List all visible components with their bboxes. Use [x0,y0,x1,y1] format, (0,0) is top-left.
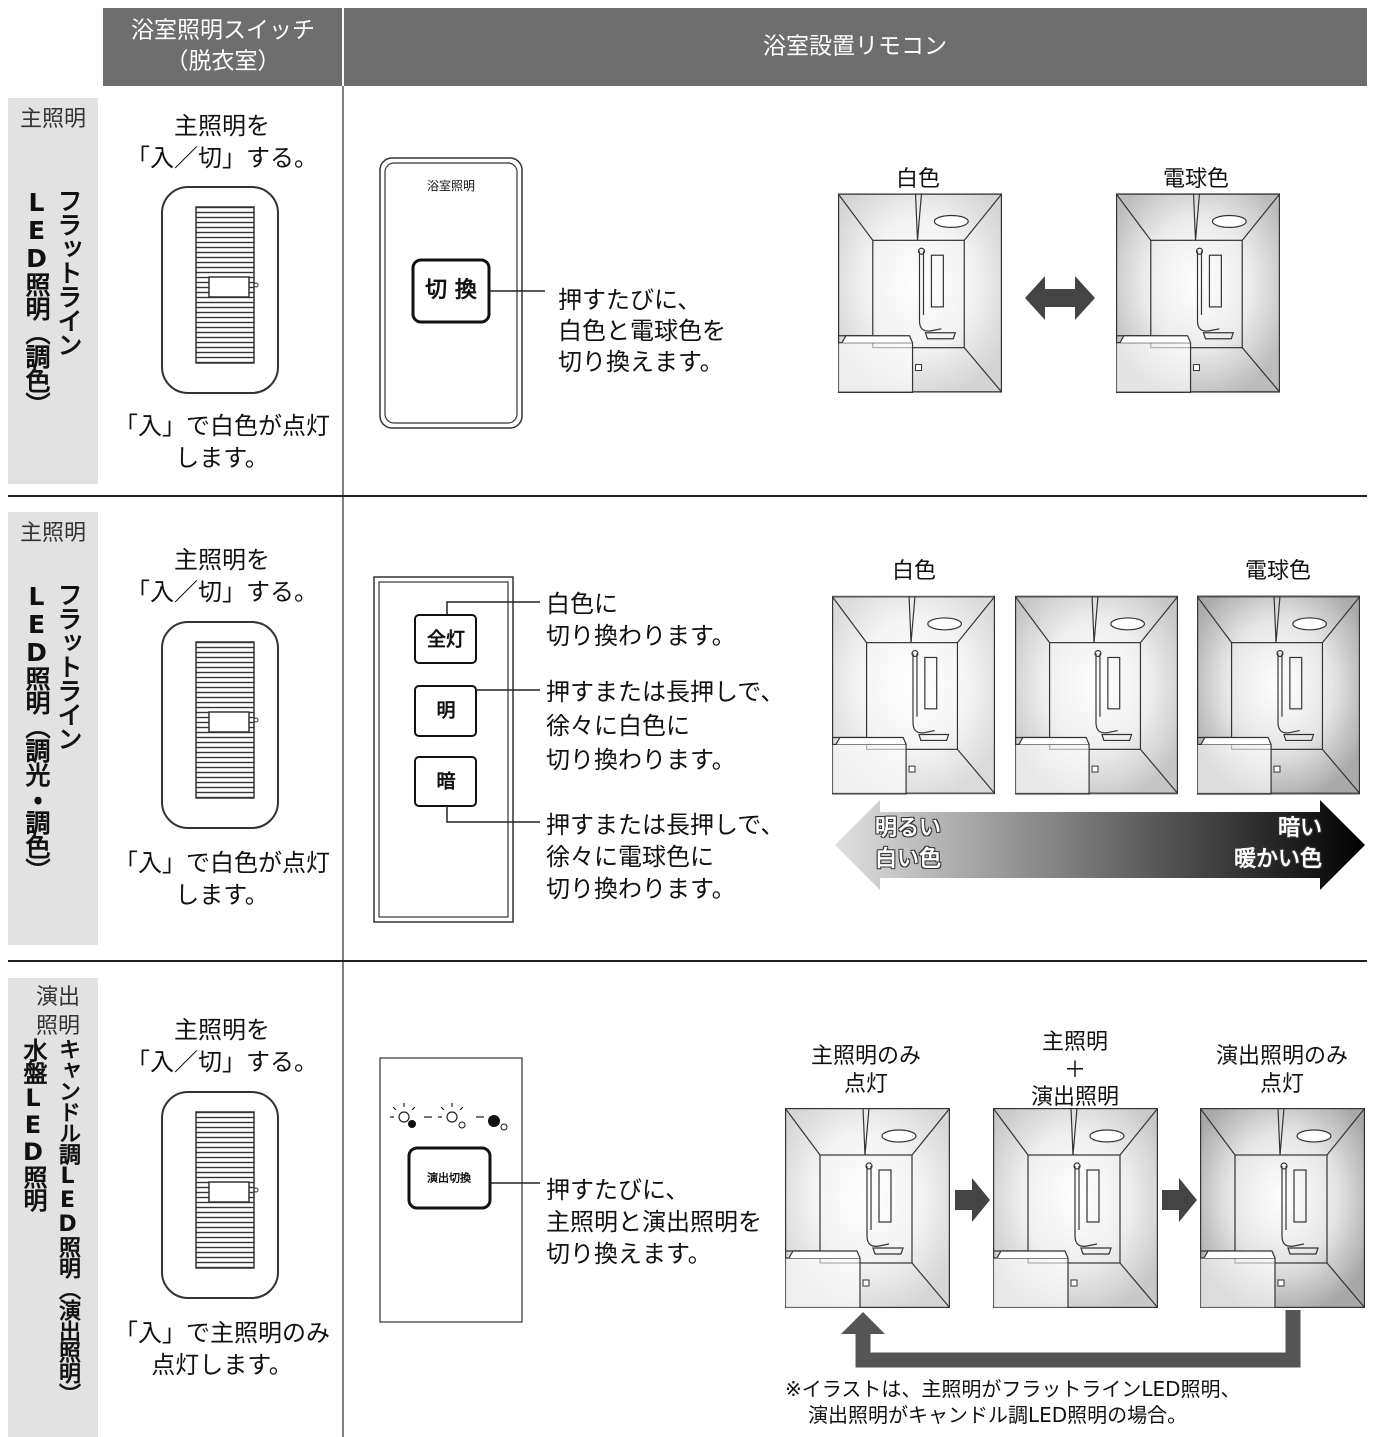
header-text: 浴室設置リモコン [763,33,947,60]
switch-text: 「入／切」する。 [126,1048,318,1076]
description: 切り換えます。 [558,348,724,376]
category: 照明 [35,1014,81,1039]
switch-text: 点灯します。 [151,1351,293,1379]
scene-label: 点灯 [1259,1072,1305,1097]
description: 主照明と演出照明を [546,1208,762,1236]
remote-button: 暗 [436,770,456,793]
switch-text: します。 [175,444,269,472]
scene-label: 主照明のみ [810,1044,922,1069]
scale-label: 明るい [875,816,942,841]
description: 押すまたは長押しで、 [546,811,785,839]
fixture-line: キャンドル調LED照明（演出照明） [55,1038,80,1404]
description: 白色と電球色を [558,317,726,345]
switch-text: 「入／切」する。 [126,144,318,172]
note: ※イラストは、主照明がフラットラインLED照明、 [785,1377,1241,1401]
description: 押すまたは長押しで、 [546,678,785,706]
scale-label: 白い色 [875,847,942,872]
remote-button: 全灯 [426,628,466,651]
scene-label: 白色 [891,559,937,584]
remote-button: 演出切換 [427,1171,471,1185]
scene-label: 白色 [895,167,941,192]
description: 徐々に電球色に [546,843,714,871]
scale-label: 暖かい色 [1233,847,1322,872]
description: 徐々に白色に [546,712,690,740]
category: 主照明 [19,521,87,546]
description: 押すたびに、 [558,286,702,314]
description: 切り換わります。 [546,746,736,774]
scene-label: 電球色 [1162,167,1230,192]
category: 演出 [35,985,81,1010]
remote-button: 切 換 [425,278,477,303]
category: 主照明 [19,107,87,132]
fixture-name: キャンドル調LED照明（演出照明） 水盤LED照明 [16,1038,84,1404]
note: 演出照明がキャンドル調LED照明の場合。 [808,1403,1188,1427]
switch-text: 「入」で白色が点灯 [114,849,330,877]
switch-text: 「入」で白色が点灯 [114,412,330,440]
scene-label: 点灯 [843,1072,889,1097]
description: 切り換わります。 [546,622,736,650]
scene-label: 主照明 [1041,1030,1109,1055]
fixture-line: フラットライン [54,188,83,356]
scene-label: ＋ [1063,1058,1087,1083]
scene-label: 演出照明 [1030,1085,1120,1110]
remote-title: 浴室照明 [426,179,476,193]
header-text: （脱衣室） [165,48,281,75]
fixture-line: フラットライン [54,582,83,750]
fixture-line: LED照明（調色） [22,188,51,416]
fixture-name: フラットライン LED照明（調光・調色） [20,582,84,882]
switch-text: 「入／切」する。 [126,578,318,606]
scene-label: 電球色 [1244,559,1312,584]
switch-text: 主照明を [174,1016,270,1044]
header-text: 浴室照明スイッチ [131,17,315,44]
fixture-name: フラットライン LED照明（調色） [20,188,84,416]
fixture-line: 水盤LED照明 [19,1038,47,1211]
switch-text: 主照明を [174,546,270,574]
switch-text: します。 [175,881,269,909]
description: 切り換えます。 [546,1240,712,1268]
switch-text: 主照明を [174,112,270,140]
remote-button: 明 [436,699,456,722]
scene-label: 演出照明のみ [1215,1044,1349,1069]
fixture-line: LED照明（調光・調色） [22,582,51,882]
description: 白色に [546,590,618,618]
description: 押すたびに、 [546,1176,690,1204]
description: 切り換わります。 [546,875,736,903]
scale-label: 暗い [1277,816,1322,841]
switch-text: 「入」で主照明のみ [114,1319,330,1347]
